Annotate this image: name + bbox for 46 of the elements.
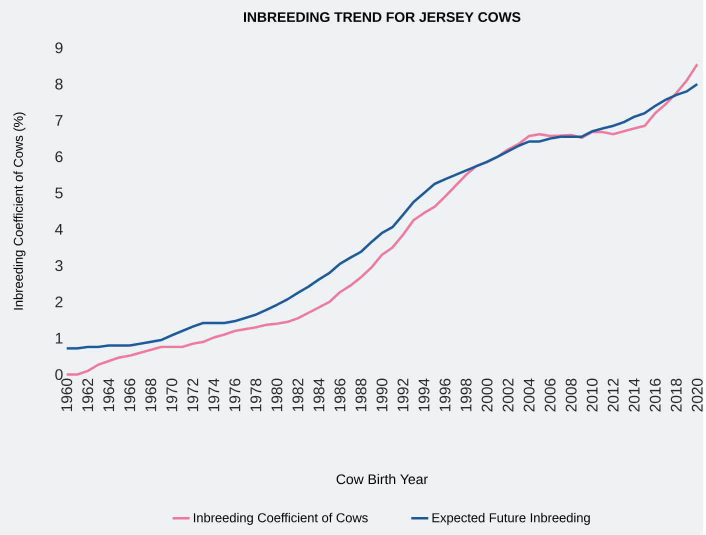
x-tick-label: 2000 [482, 378, 493, 412]
x-tick-label: 1976 [229, 378, 240, 412]
y-tick-label: 5 [55, 188, 63, 198]
x-tick-label: 1994 [418, 378, 430, 412]
x-tick-label: 2012 [608, 378, 619, 412]
x-tick-label: 1968 [145, 378, 156, 412]
x-tick-label: 1996 [440, 378, 450, 412]
x-tick-label: 1986 [334, 378, 346, 412]
x-tick-label: 1974 [208, 378, 220, 412]
x-tick-label: 2020 [692, 378, 703, 412]
x-axis-title: Cow Birth Year [336, 474, 428, 484]
x-tick-label: 2008 [566, 378, 577, 412]
x-tick-label: 2010 [586, 378, 598, 412]
x-tick-label: 1984 [314, 378, 324, 412]
x-tick-label: 2004 [524, 378, 535, 412]
y-tick-label: 6 [55, 151, 63, 162]
x-tick-label: 2002 [502, 378, 514, 412]
chart-title: INBREEDING TREND FOR JERSEY COWS [244, 12, 520, 22]
x-tick-label: 1982 [292, 378, 304, 412]
y-tick-label: 8 [55, 78, 63, 90]
x-tick-label: 2018 [670, 378, 682, 412]
y-tick-label: 2 [55, 296, 62, 308]
x-tick-label: 1980 [271, 378, 282, 412]
x-tick-label: 1990 [376, 378, 388, 412]
x-tick-label: 1966 [124, 378, 136, 412]
x-tick-label: 1962 [82, 378, 94, 412]
x-tick-label: 1978 [250, 378, 262, 412]
y-axis-title: Inbreeding Coefficient of Cows (%) [13, 112, 26, 310]
x-tick-label: 1964 [103, 378, 114, 412]
x-tick-label: 1988 [356, 378, 366, 412]
y-tick-label: 0 [55, 369, 63, 380]
y-tick-label: 9 [55, 42, 63, 54]
x-tick-label: 1992 [398, 378, 408, 412]
y-tick-label: 1 [56, 332, 62, 344]
x-tick-label: 2016 [650, 378, 661, 412]
x-tick-label: 1960 [61, 378, 72, 412]
x-tick-label: 1972 [187, 378, 198, 412]
x-tick-label: 2006 [544, 378, 556, 412]
y-tick-label: 7 [55, 115, 62, 126]
x-tick-label: 2014 [628, 378, 640, 412]
x-tick-label: 1998 [460, 378, 472, 412]
legend-label: Expected Future Inbreeding [432, 512, 590, 525]
legend-label: Inbreeding Coefficient of Cows [194, 512, 368, 525]
y-tick-label: 3 [55, 260, 63, 272]
y-tick-label: 4 [55, 224, 63, 235]
x-tick-label: 1970 [166, 378, 178, 412]
